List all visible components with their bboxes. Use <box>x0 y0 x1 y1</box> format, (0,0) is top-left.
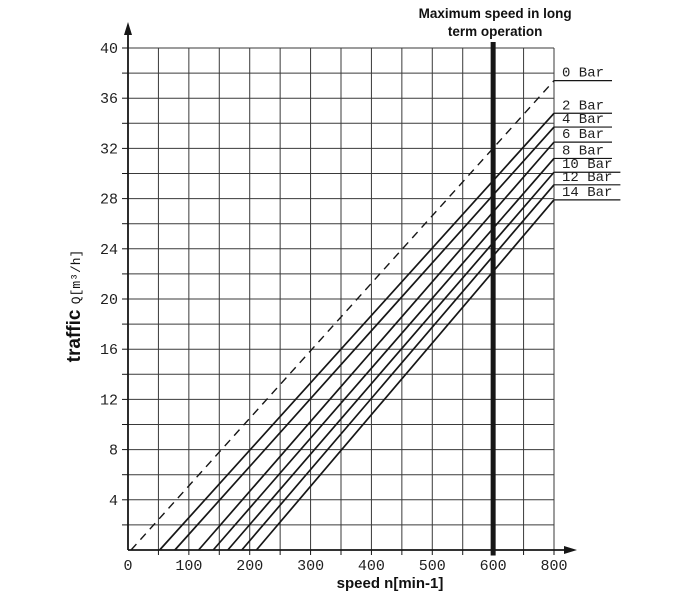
x-axis-title: speed n[min-1] <box>337 575 444 592</box>
series-line-12-bar <box>241 184 555 551</box>
y-axis-arrow <box>124 22 132 35</box>
series-label-14-bar: 14 Bar <box>562 185 612 201</box>
series-line-2-bar <box>159 112 555 551</box>
y-axis-title-word: traffic <box>64 304 85 362</box>
y-tick-label-20: 20 <box>100 292 118 309</box>
y-tick-label-8: 8 <box>109 443 118 460</box>
max-speed-annotation-line-1: Maximum speed in long <box>419 6 572 21</box>
x-tick-label-800: 800 <box>540 558 567 575</box>
max-speed-annotation-line-2: term operation <box>448 24 543 39</box>
x-tick-label-0: 0 <box>123 558 132 575</box>
x-axis-arrow <box>564 546 577 554</box>
series-line-14-bar <box>255 199 555 551</box>
series-label-4-bar: 4 Bar <box>562 112 604 128</box>
y-tick-label-28: 28 <box>100 192 118 209</box>
series-label-8-bar: 8 Bar <box>562 143 604 159</box>
series-label-2-bar: 2 Bar <box>562 98 604 114</box>
series-line-10-bar <box>227 171 555 551</box>
series-label-0-bar: 0 Bar <box>562 66 604 82</box>
x-tick-label-600: 600 <box>480 558 507 575</box>
series-line-8-bar <box>212 157 555 551</box>
x-tick-label-100: 100 <box>175 558 202 575</box>
x-tick-label-300: 300 <box>297 558 324 575</box>
x-tick-label-400: 400 <box>358 558 385 575</box>
y-tick-label-16: 16 <box>100 342 118 359</box>
y-axis-title-unit: Q[m³/h] <box>69 250 84 305</box>
series-line-6-bar <box>197 141 555 551</box>
x-tick-label-200: 200 <box>236 558 263 575</box>
y-tick-label-36: 36 <box>100 91 118 108</box>
x-tick-label-500: 500 <box>419 558 446 575</box>
y-tick-label-40: 40 <box>100 41 118 58</box>
series-label-6-bar: 6 Bar <box>562 127 604 143</box>
series-label-10-bar: 10 Bar <box>562 157 612 173</box>
y-axis-title: traffic Q[m³/h] <box>64 250 85 363</box>
y-tick-label-24: 24 <box>100 242 118 259</box>
y-tick-label-12: 12 <box>100 392 118 409</box>
series-line-4-bar <box>174 126 555 551</box>
series-label-12-bar: 12 Bar <box>562 170 612 186</box>
series-line-0-bar <box>130 80 555 551</box>
y-tick-label-4: 4 <box>109 493 118 510</box>
y-tick-label-32: 32 <box>100 141 118 158</box>
